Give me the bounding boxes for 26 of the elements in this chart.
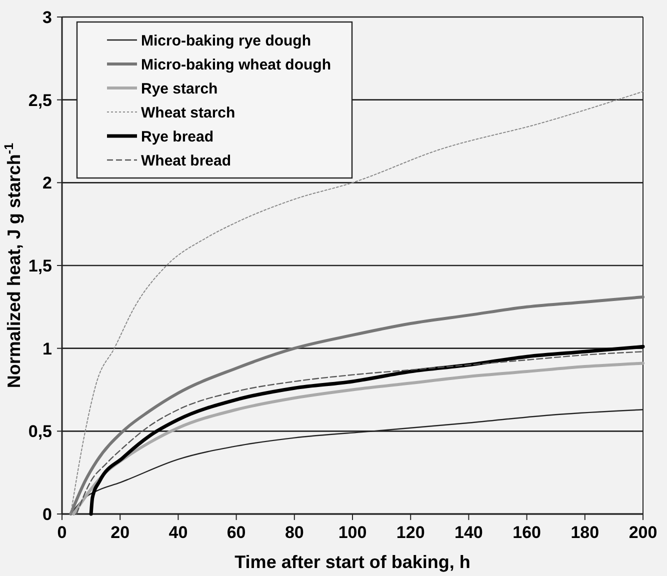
legend-label: Micro-baking rye dough	[141, 32, 312, 50]
x-tick-label: 100	[338, 523, 367, 542]
x-tick-label: 120	[396, 523, 425, 542]
y-tick-label: 0,5	[28, 422, 52, 442]
x-tick-label: 40	[168, 523, 188, 542]
y-tick-label: 2	[42, 174, 52, 193]
x-tick-label: 200	[628, 523, 658, 542]
x-tick-label: 20	[110, 523, 130, 542]
y-tick-label: 3	[42, 8, 52, 27]
legend-label: Wheat starch	[141, 104, 236, 122]
x-tick-label: 160	[512, 523, 541, 542]
legend-label: Micro-baking wheat dough	[141, 56, 331, 74]
legend-label: Rye bread	[141, 128, 214, 146]
x-tick-label: 140	[454, 523, 483, 542]
y-tick-label: 2,5	[28, 90, 52, 110]
y-tick-label: 1,5	[28, 256, 52, 276]
x-axis-title: Time after start of baking, h	[234, 552, 470, 572]
line-series	[69, 295, 644, 516]
x-tick-label: 0	[57, 523, 67, 542]
x-tick-label: 180	[570, 523, 600, 542]
y-tick-label: 0	[42, 504, 52, 524]
legend-label: Rye starch	[141, 80, 218, 98]
legend-label: Wheat bread	[141, 152, 232, 170]
x-tick-label: 60	[226, 523, 246, 542]
y-tick-label: 1	[42, 339, 52, 358]
x-tick-label: 80	[284, 523, 304, 542]
